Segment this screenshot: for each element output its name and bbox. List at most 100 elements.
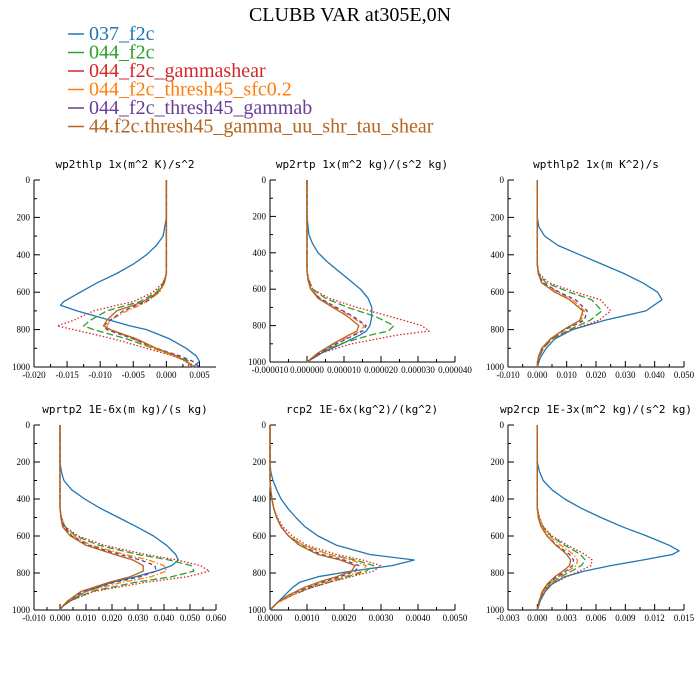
x-tick-label: 0.003 — [557, 613, 578, 623]
chart-panel-3: wpthlp2 1x(m K^2)/s 0 200 400 600 800 1000-0.0… — [486, 158, 695, 380]
legend: 037_f2c044_f2c044_f2c_gammashear044_f2c_… — [68, 23, 434, 138]
y-tick-label: 200 — [253, 457, 267, 467]
series-line-44-f2c-thresh45-gamma-uu-shr-tau-shear — [536, 425, 572, 611]
y-tick-label: 600 — [491, 531, 505, 541]
y-tick-label: 400 — [17, 494, 31, 504]
legend-label: 044_f2c_thresh45_gammab — [89, 97, 312, 119]
x-tick-label: 0.0040 — [406, 613, 431, 623]
y-tick-label: 400 — [491, 494, 505, 504]
y-tick-label: 600 — [253, 531, 267, 541]
x-tick-label: 0.000010 — [327, 365, 361, 375]
series-line-044-f2c-thresh45-sfc0-2 — [536, 180, 585, 368]
x-tick-label: 0.0020 — [332, 613, 357, 623]
x-tick-label: 0.009 — [615, 613, 636, 623]
series-line-044-f2c-thresh45-sfc0-2 — [106, 180, 197, 368]
legend-item: 037_f2c — [68, 23, 155, 45]
panel-title: wp2rtp 1x(m^2 kg)/(s^2 kg) — [276, 158, 448, 171]
x-tick-label: 0.0030 — [369, 613, 394, 623]
y-tick-label: 400 — [253, 494, 267, 504]
series-line-044-f2c — [536, 425, 586, 611]
series-line-044-f2c-thresh45-gammab — [306, 180, 367, 363]
y-tick-label: 400 — [491, 250, 505, 260]
legend-item: 044_f2c — [68, 42, 155, 64]
y-tick-label: 400 — [17, 250, 31, 260]
y-tick-label: 800 — [17, 325, 31, 335]
y-tick-label: 1000 — [248, 605, 267, 615]
series-line-044-f2c — [59, 425, 195, 611]
y-tick-label: 600 — [17, 287, 31, 297]
panel-title: wp2rcp 1E-3x(m^2 kg)/(s^2 kg) — [500, 403, 692, 416]
x-tick-label: -0.015 — [55, 370, 79, 380]
y-tick-label: 600 — [491, 287, 505, 297]
y-tick-label: 800 — [491, 568, 505, 578]
series-line-044-f2c — [269, 425, 375, 611]
legend-item: 044_f2c_thresh45_gammab — [68, 97, 312, 119]
series-line-044-f2c-thresh45-gammab — [269, 425, 360, 611]
panel-title: rcp2 1E-6x(kg^2)/(kg^2) — [286, 403, 438, 416]
x-tick-label: -0.000010 — [252, 365, 289, 375]
y-tick-label: 0 — [262, 175, 267, 185]
legend-label: 044_f2c — [89, 42, 155, 64]
x-tick-label: 0.050 — [180, 613, 201, 623]
y-tick-label: 200 — [491, 212, 505, 222]
x-tick-label: 0.0000 — [258, 613, 283, 623]
x-tick-label: 0.020 — [586, 370, 607, 380]
series-line-44-f2c-thresh45-gamma-uu-shr-tau-shear — [102, 180, 194, 368]
series-line-037-f2c — [536, 425, 680, 611]
x-tick-label: 0.0050 — [443, 613, 468, 623]
chart-panels: wp2thlp 1x(m^2 K)/s^202004006008001000-0… — [12, 158, 695, 623]
legend-label: 44.f2c.thresh45_gamma_uu_shr_tau_shear — [89, 116, 434, 138]
chart-panel-1: wp2thlp 1x(m^2 K)/s^202004006008001000-0… — [12, 158, 216, 380]
x-tick-label: 0.000 — [156, 370, 177, 380]
y-tick-label: 1000 — [486, 605, 505, 615]
chart-panel-4: wprtp2 1E-6x(m kg)/(s kg) 0 200 400 600 800 10… — [12, 403, 227, 623]
series-line-044-f2c-gammashear — [306, 180, 430, 363]
chart-panel-6: wp2rcp 1E-3x(m^2 kg)/(s^2 kg) 0 200 400 600 8… — [486, 403, 695, 623]
x-tick-label: -0.020 — [22, 370, 46, 380]
x-tick-label: -0.003 — [496, 613, 520, 623]
y-tick-label: 1000 — [12, 362, 31, 372]
series-line-44-f2c-thresh45-gamma-uu-shr-tau-shear — [59, 425, 144, 611]
y-tick-label: 200 — [491, 457, 505, 467]
series-line-044-f2c-thresh45-sfc0-2 — [536, 425, 579, 611]
legend-item: 44.f2c.thresh45_gamma_uu_shr_tau_shear — [68, 116, 434, 138]
legend-label: 044_f2c_thresh45_sfc0.2 — [89, 79, 292, 101]
panel-title: wprtp2 1E-6x(m kg)/(s kg) — [42, 403, 208, 416]
y-tick-label: 1000 — [486, 362, 505, 372]
x-tick-label: -0.010 — [496, 370, 520, 380]
y-tick-label: 800 — [253, 321, 267, 331]
x-tick-label: 0.030 — [128, 613, 149, 623]
panel-title: wpthlp2 1x(m K^2)/s — [533, 158, 659, 171]
x-tick-label: 0.000 — [50, 613, 71, 623]
x-tick-label: 0.000000 — [290, 365, 324, 375]
legend-item: 044_f2c_gammashear — [68, 60, 266, 82]
x-tick-label: 0.040 — [645, 370, 666, 380]
series-line-044-f2c — [536, 180, 603, 368]
chart-panel-5: rcp2 1E-6x(kg^2)/(kg^2) 0 200 400 600 800 1000… — [248, 403, 468, 623]
series-line-037-f2c — [306, 180, 373, 363]
x-tick-label: 0.060 — [206, 613, 227, 623]
y-tick-label: 800 — [253, 568, 267, 578]
legend-item: 044_f2c_thresh45_sfc0.2 — [68, 79, 292, 101]
chart-panel-2: wp2rtp 1x(m^2 kg)/(s^2 kg) 0 200 400 600 800 1… — [248, 158, 472, 375]
y-tick-label: 0 — [26, 175, 31, 185]
x-tick-label: 0.000020 — [364, 365, 398, 375]
x-tick-label: 0.010 — [76, 613, 97, 623]
x-tick-label: 0.050 — [674, 370, 695, 380]
series-line-037-f2c — [536, 180, 663, 368]
x-tick-label: -0.010 — [22, 613, 46, 623]
x-tick-label: 0.000 — [527, 613, 548, 623]
x-tick-label: 0.000040 — [438, 365, 472, 375]
y-tick-label: 800 — [17, 568, 31, 578]
figure-title: CLUBB VAR at305E,0N — [249, 4, 451, 26]
x-tick-label: 0.020 — [102, 613, 123, 623]
y-tick-label: 0 — [262, 420, 267, 430]
series-line-044-f2c-gammashear — [536, 180, 612, 368]
x-tick-label: 0.005 — [189, 370, 210, 380]
legend-label: 044_f2c_gammashear — [89, 60, 266, 82]
panel-title: wp2thlp 1x(m^2 K)/s^2 — [55, 158, 194, 171]
y-tick-label: 0 — [500, 175, 505, 185]
x-tick-label: 0.010 — [557, 370, 578, 380]
x-tick-label: 0.006 — [586, 613, 607, 623]
